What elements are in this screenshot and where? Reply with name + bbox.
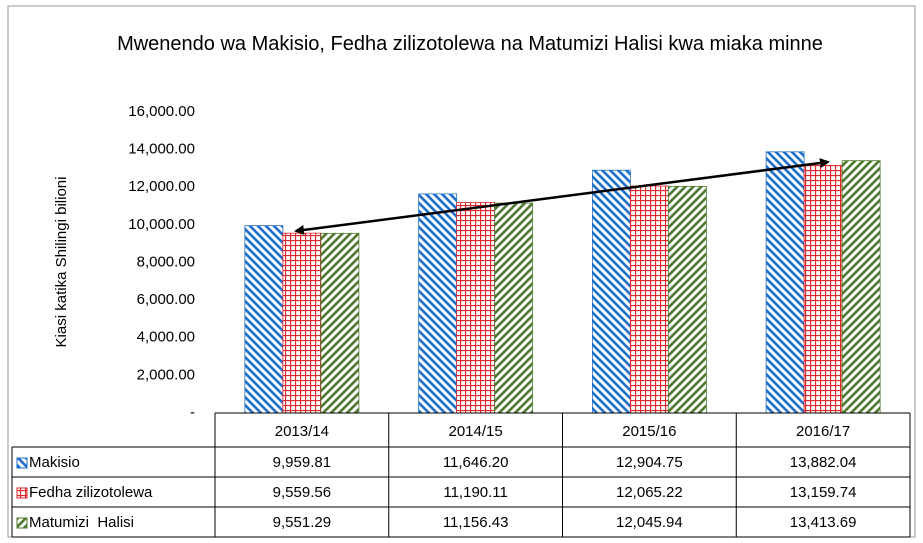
y-tick-label: -: [190, 404, 195, 421]
y-tick-label: 14,000.00: [128, 141, 195, 158]
trend-arrow: [294, 158, 830, 235]
table-value: 9,559.56: [273, 484, 331, 501]
x-tick-label: 2015/16: [622, 423, 676, 440]
table-value: 12,065.22: [616, 484, 683, 501]
legend-key: [16, 457, 28, 469]
y-tick-label: 4,000.00: [137, 329, 195, 346]
y-axis-label: Kiasi katika Shilingi bilioni: [53, 177, 70, 348]
bar: [841, 160, 881, 414]
bar: [494, 202, 534, 414]
chart-title: Mwenendo wa Makisio, Fedha zilizotolewa …: [117, 33, 823, 55]
x-tick-label: 2016/17: [796, 423, 850, 440]
legend-key: [16, 517, 28, 529]
table-value: 11,156.43: [443, 514, 509, 531]
y-tick-label: 2,000.00: [137, 366, 195, 383]
bar: [320, 232, 360, 414]
bar: [765, 151, 805, 414]
table-value: 11,646.20: [443, 454, 509, 471]
x-tick-label: 2014/15: [449, 423, 503, 440]
table-value: 13,413.69: [790, 514, 857, 531]
y-tick-label: 8,000.00: [137, 253, 195, 270]
bar: [667, 185, 707, 414]
table-value: 9,551.29: [273, 514, 331, 531]
y-tick-label: 16,000.00: [128, 103, 195, 120]
table-value: 13,159.74: [790, 484, 857, 501]
legend-key: [16, 487, 28, 499]
bar: [591, 169, 631, 414]
legend-label: Makisio: [29, 454, 80, 471]
table-value: 11,190.11: [443, 484, 508, 501]
bar: [456, 202, 496, 414]
table-value: 9,959.81: [273, 454, 331, 471]
table-value: 12,904.75: [616, 454, 683, 471]
legend-label: Matumizi Halisi: [29, 514, 134, 531]
y-tick-label: 12,000.00: [128, 178, 195, 195]
y-tick-label: 6,000.00: [137, 291, 195, 308]
bar: [803, 165, 843, 414]
table-value: 13,882.04: [790, 454, 857, 471]
y-tick-label: 10,000.00: [128, 216, 195, 233]
bar: [282, 232, 322, 414]
bar: [629, 185, 669, 414]
x-tick-label: 2013/14: [275, 423, 329, 440]
bar: [244, 225, 284, 414]
bar: [418, 193, 458, 414]
table-value: 12,045.94: [616, 514, 683, 531]
legend-label: Fedha zilizotolewa: [29, 484, 153, 501]
